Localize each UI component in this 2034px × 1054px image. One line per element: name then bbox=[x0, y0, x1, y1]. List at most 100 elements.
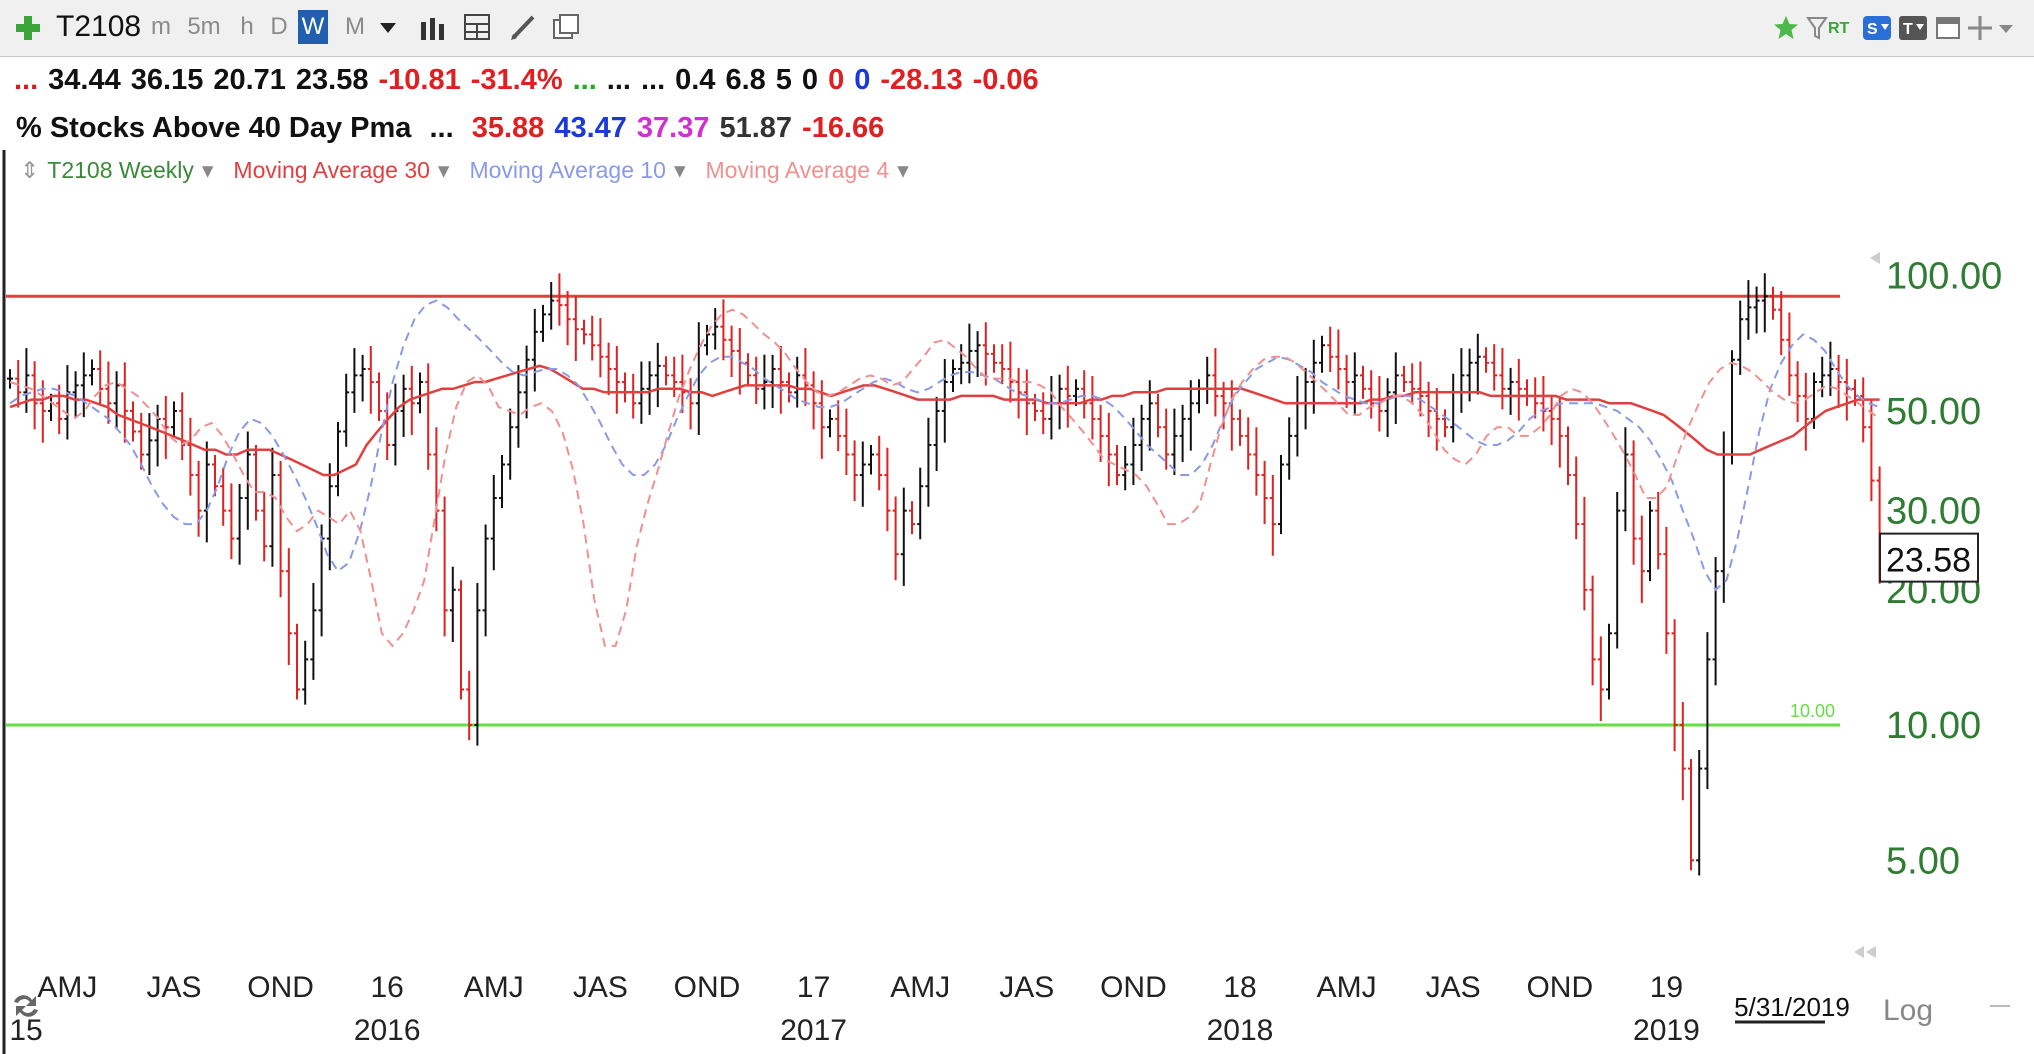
timeframe-5m-button[interactable]: 5m bbox=[187, 13, 221, 40]
ohlc-bar[interactable] bbox=[1360, 365, 1366, 399]
ohlc-bar[interactable] bbox=[1064, 365, 1071, 428]
ohlc-bar[interactable] bbox=[1638, 515, 1645, 603]
add-symbol-icon[interactable] bbox=[14, 14, 42, 42]
ohlc-bar[interactable] bbox=[1392, 352, 1399, 425]
ohlc-bar[interactable] bbox=[1450, 373, 1457, 443]
study-label[interactable]: Moving Average 30 ▾ bbox=[233, 157, 449, 183]
ohlc-bar[interactable] bbox=[1540, 376, 1547, 432]
study-dropdown-icon[interactable]: ▾ bbox=[201, 157, 214, 183]
ohlc-bar[interactable] bbox=[1786, 312, 1793, 396]
ohlc-bar[interactable] bbox=[933, 396, 940, 472]
ohlc-bar[interactable] bbox=[843, 408, 850, 476]
notes-icon[interactable] bbox=[550, 12, 582, 47]
ohlc-bar[interactable] bbox=[1327, 326, 1334, 372]
ohlc-bar[interactable] bbox=[884, 447, 891, 532]
ohlc-bar[interactable] bbox=[950, 359, 956, 392]
ohlc-bar[interactable] bbox=[1737, 300, 1744, 375]
ohlc-bar[interactable] bbox=[786, 372, 792, 403]
ohlc-bar[interactable] bbox=[622, 372, 628, 403]
study-dropdown-icon[interactable]: ▾ bbox=[673, 157, 686, 183]
ohlc-bar[interactable] bbox=[646, 361, 653, 415]
symbol-input[interactable]: T2108 bbox=[56, 10, 142, 43]
menu-dropdown-icon[interactable] bbox=[1998, 22, 2014, 40]
ohlc-bar[interactable] bbox=[335, 421, 341, 497]
ohlc-bar[interactable] bbox=[679, 354, 686, 413]
ohlc-bar[interactable] bbox=[1868, 399, 1875, 502]
ohlc-bar[interactable] bbox=[1442, 409, 1448, 438]
ohlc-bar[interactable] bbox=[1130, 417, 1137, 486]
ohlc-bar[interactable] bbox=[1835, 354, 1842, 409]
ohlc-bar[interactable] bbox=[285, 548, 292, 666]
ohlc-bar[interactable] bbox=[203, 441, 210, 543]
realtime-badge[interactable]: RT bbox=[1828, 20, 1850, 37]
ohlc-bar[interactable] bbox=[187, 417, 194, 496]
ohlc-bar[interactable] bbox=[1491, 344, 1498, 391]
ohlc-bar[interactable] bbox=[1294, 376, 1301, 457]
ohlc-bar[interactable] bbox=[367, 345, 374, 414]
ohlc-bar[interactable] bbox=[605, 342, 612, 396]
ohlc-bar[interactable] bbox=[1548, 396, 1555, 445]
ohlc-bar[interactable] bbox=[482, 524, 489, 637]
ohlc-bar[interactable] bbox=[1507, 367, 1514, 415]
ohlc-bar[interactable] bbox=[531, 308, 538, 392]
ohlc-bar[interactable] bbox=[1302, 367, 1309, 430]
ohlc-bar[interactable] bbox=[212, 454, 218, 497]
ohlc-bar[interactable] bbox=[974, 331, 981, 377]
ohlc-bar[interactable] bbox=[958, 344, 965, 385]
ohlc-bar[interactable] bbox=[523, 345, 530, 419]
ohlc-bar[interactable] bbox=[925, 417, 932, 507]
move-icon[interactable] bbox=[1966, 14, 1994, 47]
ohlc-bar[interactable] bbox=[384, 392, 391, 461]
ohlc-bar[interactable] bbox=[1163, 408, 1170, 470]
study-dropdown-icon[interactable]: ▾ bbox=[437, 157, 450, 183]
ohlc-bar[interactable] bbox=[1581, 496, 1588, 611]
ohlc-bar[interactable] bbox=[1663, 526, 1670, 654]
ohlc-bar[interactable] bbox=[1614, 492, 1621, 649]
calculator-icon[interactable] bbox=[462, 12, 492, 47]
ohlc-bar[interactable] bbox=[146, 413, 153, 476]
ohlc-bar[interactable] bbox=[1081, 370, 1088, 419]
ohlc-bar[interactable] bbox=[1401, 365, 1407, 392]
ohlc-bar[interactable] bbox=[1573, 456, 1580, 540]
ohlc-bar[interactable] bbox=[220, 467, 227, 526]
ohlc-bar[interactable] bbox=[1778, 291, 1785, 355]
ohlc-bar[interactable] bbox=[1712, 557, 1719, 686]
ohlc-bar[interactable] bbox=[1802, 372, 1809, 451]
ohlc-bar[interactable] bbox=[1761, 273, 1768, 333]
ohlc-bar[interactable] bbox=[982, 322, 989, 386]
ohlc-bar[interactable] bbox=[794, 356, 801, 408]
ohlc-bar[interactable] bbox=[1770, 286, 1776, 320]
ohlc-bar[interactable] bbox=[1794, 361, 1801, 422]
ohlc-bar[interactable] bbox=[236, 483, 243, 565]
ohlc-bar[interactable] bbox=[56, 384, 63, 435]
ohlc-bar[interactable] bbox=[1040, 392, 1047, 435]
ohlc-bar[interactable] bbox=[490, 475, 497, 571]
ohlc-bar[interactable] bbox=[121, 362, 128, 443]
ohlc-bar[interactable] bbox=[1819, 356, 1826, 398]
ohlc-bar[interactable] bbox=[999, 344, 1006, 385]
ohlc-bar[interactable] bbox=[1499, 348, 1506, 410]
ohlc-bar[interactable] bbox=[966, 323, 973, 384]
ohlc-bar[interactable] bbox=[1425, 381, 1432, 437]
ohlc-bar[interactable] bbox=[39, 380, 46, 443]
ohlc-bar[interactable] bbox=[195, 460, 202, 537]
ohlc-bar[interactable] bbox=[261, 492, 268, 562]
refresh-icon[interactable] bbox=[14, 995, 38, 1017]
ohlc-bar[interactable] bbox=[138, 412, 145, 470]
ohlc-bar[interactable] bbox=[1089, 376, 1096, 440]
ohlc-bar[interactable] bbox=[179, 392, 186, 461]
ohlc-bar[interactable] bbox=[991, 344, 997, 373]
ohlc-bar[interactable] bbox=[72, 371, 79, 419]
ohlc-bar[interactable] bbox=[564, 290, 571, 346]
ohlc-bar[interactable] bbox=[1048, 376, 1055, 440]
timeframe-d-button[interactable]: D bbox=[270, 13, 288, 40]
reorder-handle-icon[interactable]: ⇕ bbox=[20, 157, 40, 183]
ohlc-bar[interactable] bbox=[376, 372, 382, 421]
ohlc-bar[interactable] bbox=[868, 444, 874, 475]
ohlc-bar[interactable] bbox=[1483, 347, 1489, 373]
ohlc-bar[interactable] bbox=[1515, 358, 1522, 421]
ohlc-bar[interactable] bbox=[1097, 404, 1104, 462]
ohlc-bar[interactable] bbox=[1253, 427, 1260, 496]
ohlc-bar[interactable] bbox=[1187, 380, 1194, 451]
